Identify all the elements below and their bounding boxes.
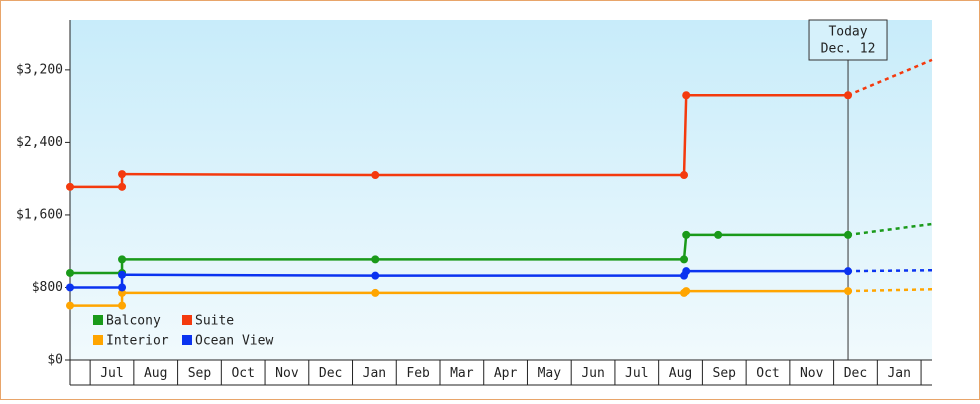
forecast-line	[847, 222, 933, 237]
legend-label: Ocean View	[195, 334, 273, 349]
y-tick-label: $1,600	[16, 207, 63, 222]
point	[118, 283, 127, 292]
y-tick-label: $3,200	[16, 62, 63, 77]
x-tick-label: Dec	[319, 366, 342, 381]
forecast-line	[847, 58, 933, 97]
point	[118, 182, 127, 191]
point	[371, 255, 380, 264]
point	[66, 283, 74, 292]
point	[118, 301, 127, 310]
x-tick-label: Sep	[713, 366, 737, 381]
point	[844, 287, 853, 296]
x-tick-label: Oct	[231, 366, 254, 381]
x-tick-label: Oct	[756, 366, 779, 381]
forecast-line	[848, 288, 933, 293]
plot-area	[70, 20, 932, 360]
x-tick-label: Jan	[887, 366, 910, 381]
x-tick-label: Nov	[800, 366, 824, 381]
legend-label: Balcony	[106, 314, 161, 329]
point	[682, 230, 691, 239]
x-tick-label: Jan	[363, 366, 386, 381]
legend-swatch	[93, 335, 103, 345]
point	[66, 268, 74, 277]
x-tick-label: Aug	[144, 366, 167, 381]
forecast-line	[848, 268, 933, 273]
legend-swatch	[93, 315, 103, 325]
x-tick-label: Jun	[581, 366, 604, 381]
point	[680, 255, 689, 264]
point	[118, 255, 127, 264]
point	[844, 267, 853, 276]
point	[682, 91, 691, 100]
point	[66, 301, 74, 310]
x-tick-label: Aug	[669, 366, 692, 381]
point	[371, 288, 380, 297]
today-box	[808, 19, 888, 61]
point	[66, 182, 74, 191]
today-date: Dec. 12	[821, 42, 876, 57]
point	[714, 230, 723, 239]
point	[844, 91, 853, 100]
y-tick-label: $800	[32, 280, 63, 295]
legend-label: Interior	[106, 334, 169, 349]
y-tick-label: $0	[47, 353, 63, 368]
point	[844, 230, 853, 239]
legend-label: Suite	[195, 314, 234, 329]
legend-swatch	[182, 335, 192, 345]
x-tick-label: Nov	[275, 366, 299, 381]
point	[682, 267, 691, 276]
x-tick-label: Mar	[450, 366, 474, 381]
x-tick-label: Jul	[100, 366, 123, 381]
point	[371, 271, 380, 280]
legend-swatch	[182, 315, 192, 325]
today-label: Today	[828, 25, 867, 40]
x-tick-label: Dec	[844, 366, 867, 381]
x-tick-label: May	[538, 366, 562, 381]
x-tick-label: Jul	[625, 366, 648, 381]
point	[680, 171, 689, 180]
x-tick-label: Feb	[406, 366, 430, 381]
x-tick-label: Apr	[494, 366, 518, 381]
point	[118, 170, 127, 179]
point	[371, 171, 380, 180]
point	[682, 287, 691, 296]
y-tick-label: $2,400	[16, 135, 63, 150]
x-tick-label: Sep	[188, 366, 212, 381]
point	[118, 270, 127, 279]
